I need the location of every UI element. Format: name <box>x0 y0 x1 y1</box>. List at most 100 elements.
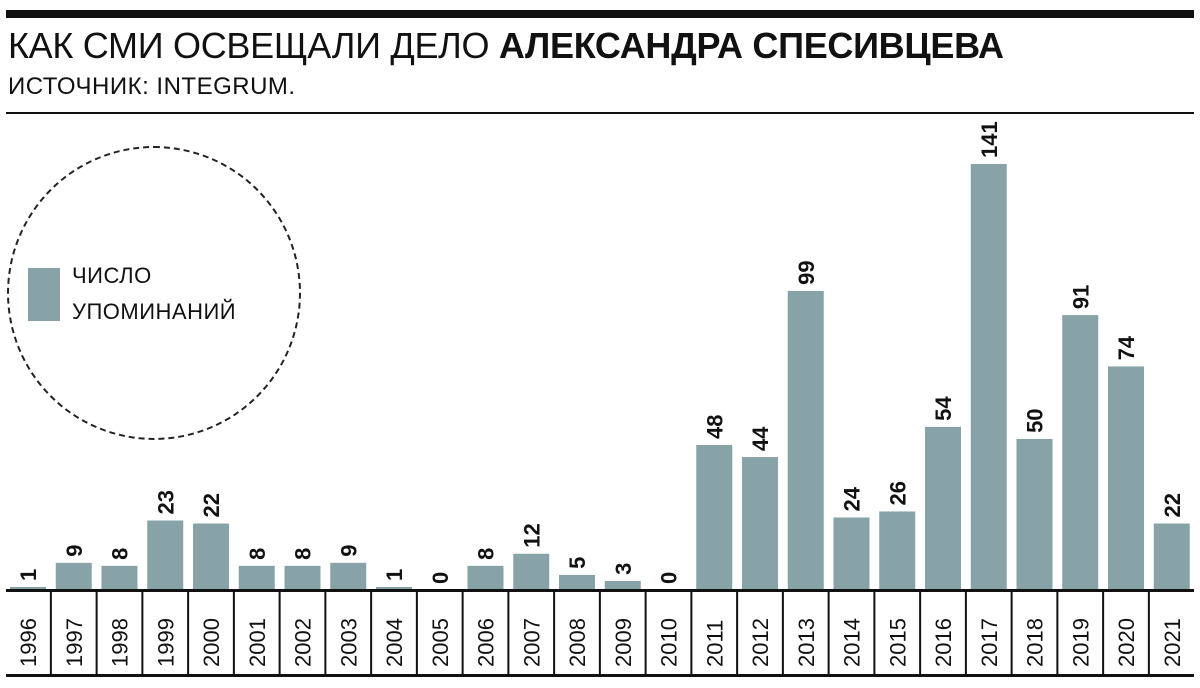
x-tick-separator <box>415 592 418 674</box>
x-tick-label-2008: 2008 <box>565 618 590 667</box>
chart-subtitle: ИСТОЧНИК: INTEGRUM. <box>8 73 296 100</box>
x-tick-separator <box>1010 592 1013 674</box>
value-label-2013: 99 <box>794 260 819 284</box>
bar-2016 <box>925 426 961 590</box>
legend-label: ЧИСЛО УПОМИНАНИЙ <box>72 258 236 330</box>
x-tick-label-2010: 2010 <box>657 618 682 667</box>
value-label-2020: 74 <box>1114 335 1139 360</box>
x-tick-label-1999: 1999 <box>153 618 178 667</box>
x-axis-line <box>6 589 1194 592</box>
bar-2001 <box>238 565 275 590</box>
chart-title: КАК СМИ ОСВЕЩАЛИ ДЕЛО АЛЕКСАНДРА СПЕСИВЦ… <box>8 24 1004 68</box>
value-label-2012: 44 <box>748 426 773 451</box>
bar-2019 <box>1062 315 1099 590</box>
x-tick-separator <box>919 592 922 674</box>
x-tick-separator <box>324 592 327 674</box>
value-label-1999: 23 <box>153 490 178 514</box>
value-label-2015: 26 <box>885 481 910 505</box>
x-tick-label-2016: 2016 <box>931 618 956 667</box>
x-tick-label-2013: 2013 <box>794 618 819 667</box>
value-label-2010: 0 <box>657 572 682 584</box>
value-label-2000: 22 <box>199 493 224 517</box>
bar-1997 <box>55 562 92 590</box>
legend-circle <box>7 146 301 440</box>
value-label-2006: 8 <box>474 548 499 560</box>
value-label-1997: 9 <box>62 545 87 557</box>
x-tick-separator <box>827 592 830 674</box>
bar-2008 <box>559 574 595 590</box>
x-tick-label-2003: 2003 <box>336 618 361 667</box>
bar-2000 <box>193 523 229 590</box>
title-regular: КАК СМИ ОСВЕЩАЛИ ДЕЛО <box>8 25 499 66</box>
x-tick-separator <box>873 592 876 674</box>
x-tick-separator <box>964 592 967 674</box>
x-tick-label-2021: 2021 <box>1160 618 1185 667</box>
bar-2009 <box>604 580 641 590</box>
value-label-2017: 141 <box>977 121 1002 158</box>
x-tick-label-2000: 2000 <box>199 618 224 667</box>
value-label-2021: 22 <box>1160 493 1185 517</box>
value-label-2014: 24 <box>840 486 865 511</box>
x-tick-separator <box>49 592 52 674</box>
x-tick-label-2001: 2001 <box>245 618 270 667</box>
x-tick-label-1997: 1997 <box>62 618 87 667</box>
x-tick-label-2019: 2019 <box>1068 618 1093 667</box>
x-tick-label-2018: 2018 <box>1023 618 1048 667</box>
bar-2014 <box>833 517 870 590</box>
x-tick-label-2012: 2012 <box>748 618 773 667</box>
value-label-2007: 12 <box>519 523 544 547</box>
value-label-2016: 54 <box>931 396 956 421</box>
x-tick-separator <box>781 592 784 674</box>
x-tick-label-1998: 1998 <box>108 618 133 667</box>
bar-2003 <box>330 562 367 590</box>
value-label-2008: 5 <box>565 557 590 569</box>
x-tick-label-2007: 2007 <box>519 618 544 667</box>
x-tick-separator <box>1056 592 1059 674</box>
x-tick-label-2017: 2017 <box>977 618 1002 667</box>
bar-1996 <box>10 586 46 590</box>
value-label-1996: 1 <box>16 569 41 581</box>
x-tick-label-2006: 2006 <box>474 618 499 667</box>
bar-2002 <box>284 565 321 590</box>
bar-2018 <box>1016 438 1053 590</box>
bar-2006 <box>467 565 504 590</box>
bottom-rule <box>6 674 1194 677</box>
value-label-2018: 50 <box>1023 408 1048 432</box>
x-tick-separator <box>461 592 464 674</box>
bar-1998 <box>101 565 138 590</box>
x-tick-separator <box>370 592 373 674</box>
value-label-2009: 3 <box>611 563 636 575</box>
header-rule <box>6 112 1194 114</box>
x-tick-separator <box>736 592 739 674</box>
x-tick-separator <box>507 592 510 674</box>
value-label-2001: 8 <box>245 548 270 560</box>
top-rule <box>6 10 1194 18</box>
x-tick-separator <box>187 592 190 674</box>
x-tick-label-2014: 2014 <box>840 618 865 667</box>
bar-2020 <box>1108 366 1144 590</box>
x-tick-separator <box>232 592 235 674</box>
bar-2011 <box>696 444 733 590</box>
x-tick-label-2002: 2002 <box>291 618 316 667</box>
x-tick-label-2011: 2011 <box>702 620 727 667</box>
x-tick-separator <box>644 592 647 674</box>
x-axis-group: 1996 1997 1998 1999 2000 2001 2002 2003 2004 2005… <box>6 589 1194 677</box>
value-label-2005: 0 <box>428 572 453 584</box>
legend-label-line1: ЧИСЛО <box>72 263 152 288</box>
bar-2013 <box>787 290 824 590</box>
bar-2021 <box>1153 523 1190 590</box>
value-label-2011: 48 <box>702 414 727 438</box>
x-tick-separator <box>598 592 601 674</box>
x-tick-label-2004: 2004 <box>382 618 407 667</box>
value-label-2004: 1 <box>382 569 407 581</box>
x-tick-separator <box>95 592 98 674</box>
title-bold: АЛЕКСАНДРА СПЕСИВЦЕВА <box>498 25 1004 66</box>
x-tick-separator <box>278 592 281 674</box>
x-tick-label-1996: 1996 <box>16 618 41 667</box>
legend-label-line2: УПОМИНАНИЙ <box>72 299 237 324</box>
value-label-2003: 9 <box>336 545 361 557</box>
x-tick-label-2009: 2009 <box>611 618 636 667</box>
value-label-2019: 91 <box>1068 285 1093 309</box>
x-tick-separator <box>141 592 144 674</box>
